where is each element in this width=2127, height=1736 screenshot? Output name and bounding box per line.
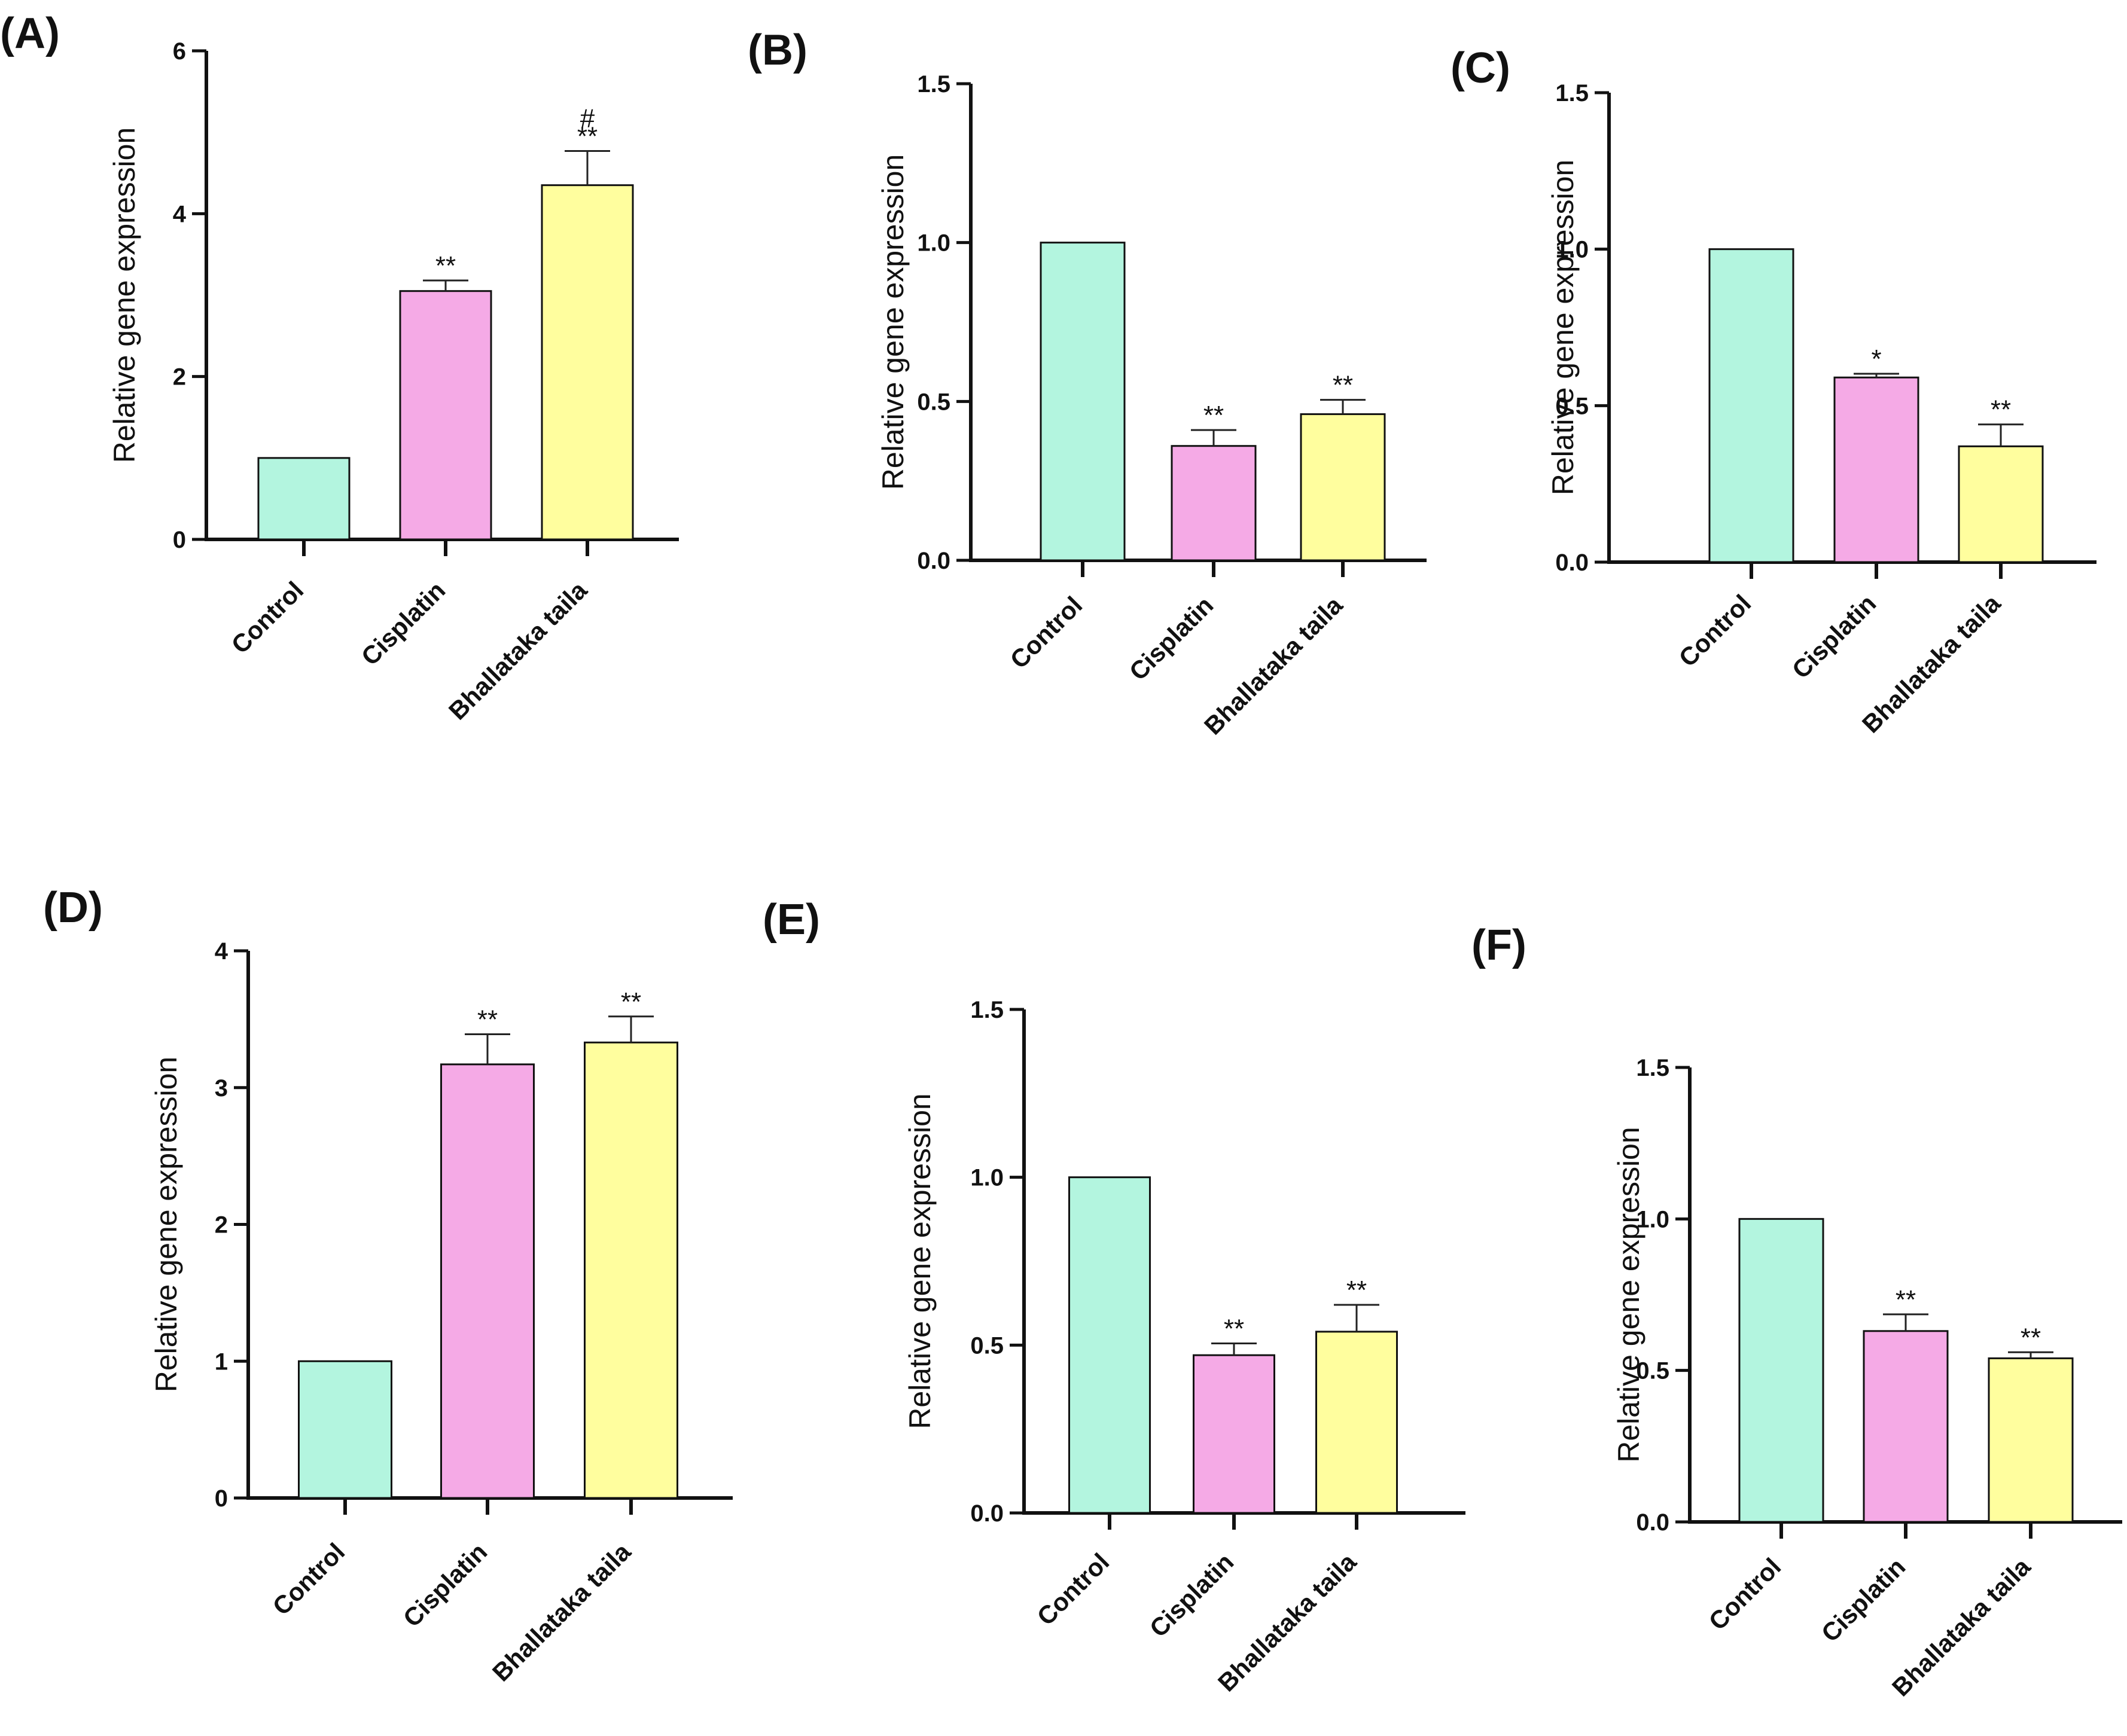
- panel-d-y-tick-label: 4: [215, 938, 228, 965]
- panel-b-label: (B): [748, 26, 807, 74]
- panel-b-y-tick-label: 1.0: [917, 230, 950, 257]
- panel-f-bar-control: [1738, 1218, 1824, 1523]
- panel-d-x-label-cisplatin: Cisplatin: [398, 1537, 493, 1633]
- panel-d-y-tick-label: 2: [215, 1212, 228, 1238]
- panel-d-sig-cisplatin: **: [477, 1005, 498, 1035]
- panel-a-bar-bhallataka-taila: [541, 184, 634, 541]
- panel-a-label: (A): [0, 10, 60, 57]
- panel-b-y-tick-label: 0.5: [917, 389, 950, 415]
- panel-f-x-label-control: Control: [1704, 1552, 1787, 1636]
- panel-c-sig-cisplatin: *: [1871, 344, 1881, 374]
- panel-f-y-tick-label: 0.0: [1636, 1509, 1669, 1536]
- panel-c-y-tick-label: 1.5: [1555, 80, 1589, 106]
- panel-c-y-tick-label: 0.5: [1555, 393, 1589, 419]
- panel-e-y-tick-label: 1.0: [970, 1165, 1004, 1191]
- panel-c-x-label-cisplatin: Cisplatin: [1787, 589, 1882, 684]
- panel-d-y-tick-label: 0: [215, 1485, 228, 1512]
- panel-d: (D) 0 1 2 3 4 Relative gene expression Control *…: [43, 884, 733, 1687]
- panel-a-bar-cisplatin: [399, 290, 492, 541]
- panel-a-bar-control: [257, 457, 351, 541]
- panel-f: (F) 0.0 0.5 1.0 1.5 Relative gene expression C…: [1471, 922, 2122, 1702]
- panel-d-x-label-bhallataka-taila: Bhallataka taila: [487, 1537, 636, 1687]
- panel-e-y-tick-label: 0.0: [970, 1500, 1004, 1527]
- panel-b-x-label-cisplatin: Cisplatin: [1124, 591, 1219, 686]
- panel-c-x-label-control: Control: [1674, 589, 1757, 672]
- panel-e-bar-cisplatin: [1193, 1354, 1275, 1514]
- panel-e-x-label-cisplatin: Cisplatin: [1144, 1548, 1239, 1643]
- panel-a-y-tick-label: 0: [173, 527, 186, 553]
- panel-e-y-tick-label: 1.5: [970, 997, 1004, 1023]
- panel-e-sig-cisplatin: **: [1224, 1314, 1244, 1344]
- panel-a: (A) 0 2 4 6 Relative gene expression Control **…: [0, 10, 679, 725]
- panel-f-y-tick-label: 1.5: [1636, 1055, 1669, 1081]
- panel-c-label: (C): [1450, 44, 1510, 92]
- panel-c: (C) 0.0 0.5 1.0 1.5 Relative gene expression C…: [1450, 44, 2096, 739]
- panel-b-bar-cisplatin: [1171, 445, 1257, 562]
- panel-b-bar-control: [1040, 242, 1126, 562]
- panel-c-bar-bhallataka-taila: [1958, 445, 2044, 563]
- panel-c-y-tick-label: 1.0: [1555, 237, 1589, 263]
- panel-e: (E) 0.0 0.5 1.0 1.5 Relative gene expression C…: [763, 896, 1465, 1697]
- panel-d-bar-bhallataka-taila: [584, 1041, 678, 1499]
- panel-e-sig-bhallataka-taila: **: [1346, 1276, 1367, 1305]
- panel-f-sig-cisplatin: **: [1896, 1285, 1916, 1314]
- panel-f-bar-cisplatin: [1863, 1330, 1949, 1523]
- panel-b-y-axis-title: Relative gene expression: [876, 154, 910, 490]
- panel-d-y-tick-label: 3: [215, 1075, 228, 1102]
- panel-b-x-label-bhallataka-taila: Bhallataka taila: [1199, 591, 1348, 740]
- panel-a-y-tick-label: 4: [173, 201, 187, 227]
- panel-e-x-label-control: Control: [1032, 1548, 1115, 1631]
- panel-a-x-label-cisplatin: Cisplatin: [356, 576, 451, 671]
- panel-f-bar-bhallataka-taila: [1988, 1357, 2074, 1523]
- panel-a-x-label-bhallataka-taila: Bhallataka taila: [443, 576, 593, 725]
- panel-c-bar-cisplatin: [1833, 376, 1919, 563]
- panel-c-y-tick-label: 0.0: [1555, 550, 1589, 576]
- panel-f-y-tick-label: 1.0: [1636, 1206, 1669, 1232]
- panel-b: (B) 0.0 0.5 1.0 1.5 Relative gene expression C…: [748, 26, 1427, 740]
- panel-e-bar-control: [1068, 1176, 1151, 1514]
- panel-e-bar-bhallataka-taila: [1315, 1331, 1398, 1514]
- panel-f-y-axis-title: Relative gene expression: [1612, 1127, 1645, 1462]
- panel-f-x-label-bhallataka-taila: Bhallataka taila: [1887, 1552, 2036, 1702]
- panel-c-sig-bhallataka-taila: **: [1991, 395, 2011, 425]
- panel-f-y-tick-label: 0.5: [1636, 1358, 1669, 1384]
- panel-d-y-axis-title: Relative gene expression: [150, 1057, 183, 1392]
- panel-d-bar-control: [298, 1360, 392, 1499]
- panel-a-sig-extra-bhallataka-taila: #: [580, 103, 595, 133]
- panel-b-sig-bhallataka-taila: **: [1333, 371, 1353, 400]
- panel-d-y-tick-label: 1: [215, 1348, 228, 1375]
- panel-d-label: (D): [43, 884, 103, 932]
- panel-c-bar-control: [1708, 248, 1794, 563]
- panel-e-y-axis-title: Relative gene expression: [903, 1093, 937, 1429]
- panel-b-sig-cisplatin: **: [1203, 401, 1224, 430]
- panel-b-x-label-control: Control: [1005, 591, 1088, 674]
- panel-e-y-tick-label: 0.5: [970, 1332, 1004, 1359]
- panel-b-bar-bhallataka-taila: [1300, 413, 1386, 562]
- panel-f-sig-bhallataka-taila: **: [2021, 1323, 2041, 1352]
- panel-d-sig-bhallataka-taila: **: [621, 987, 641, 1017]
- panel-a-sig-bhallataka-taila: **: [577, 121, 598, 151]
- panel-b-y-tick-label: 1.5: [917, 71, 950, 97]
- panel-a-y-tick-label: 2: [173, 364, 186, 390]
- panel-a-sig-cisplatin: **: [435, 251, 456, 280]
- panel-d-bar-cisplatin: [440, 1063, 535, 1499]
- panel-a-y-axis-title: Relative gene expression: [108, 127, 141, 463]
- panel-f-label: (F): [1471, 922, 1526, 969]
- panel-e-label: (E): [763, 896, 820, 944]
- panel-d-x-label-control: Control: [267, 1537, 351, 1621]
- panel-a-x-label-control: Control: [226, 576, 309, 659]
- panel-a-y-tick-label: 6: [173, 38, 186, 65]
- panel-c-y-axis-title: Relative gene expression: [1546, 160, 1580, 495]
- panel-b-y-tick-label: 0.0: [917, 548, 950, 574]
- panel-f-x-label-cisplatin: Cisplatin: [1816, 1552, 1911, 1647]
